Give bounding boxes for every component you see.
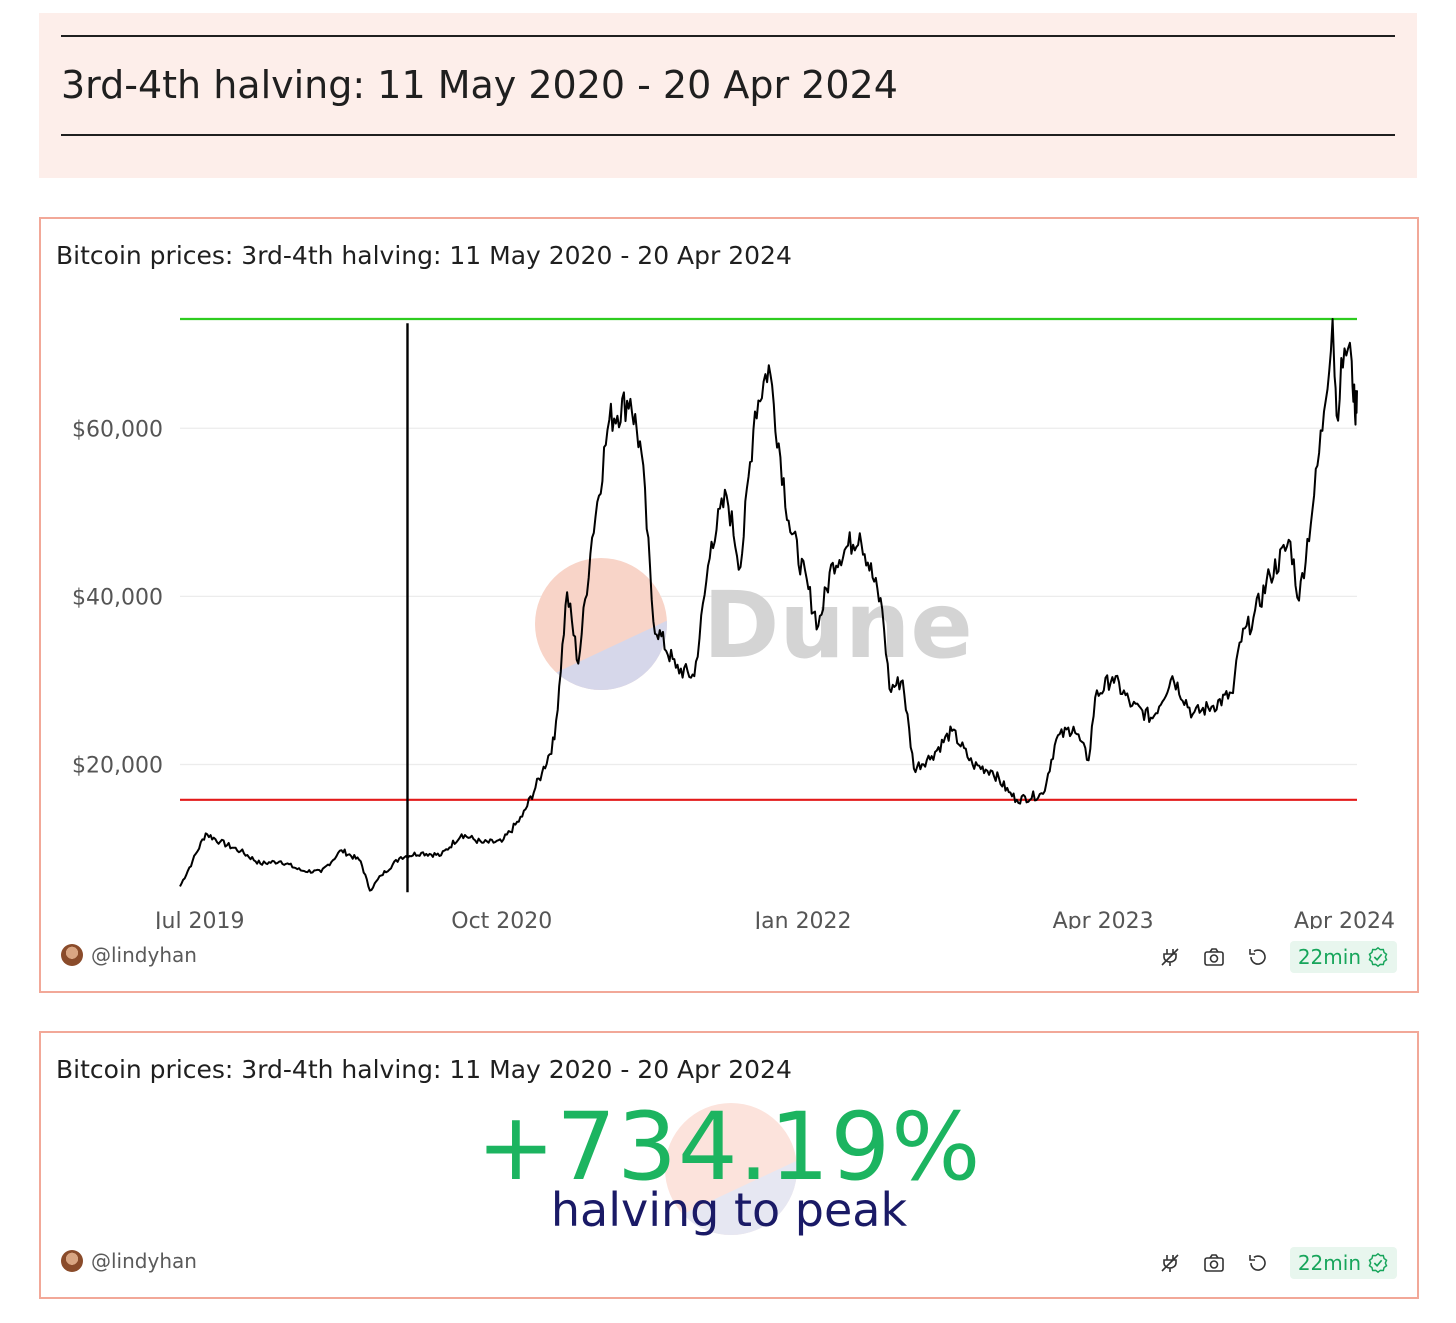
header-top-rule (61, 35, 1395, 37)
counter-subtitle: halving to peak (550, 1183, 908, 1237)
camera-icon[interactable] (1202, 945, 1226, 969)
counter-card-actions: 22min (1158, 1247, 1397, 1279)
counter-title: Bitcoin prices: 3rd-4th halving: 11 May … (56, 1055, 792, 1084)
x-tick-label: Apr 2023 (1053, 909, 1154, 929)
refresh-badge[interactable]: 22min (1289, 1247, 1397, 1279)
refresh-time: 22min (1297, 945, 1361, 969)
avatar (61, 944, 83, 966)
avatar (61, 1250, 83, 1272)
refresh-icon[interactable] (1246, 1251, 1270, 1275)
counter-author[interactable]: @lindyhan (61, 1249, 197, 1273)
chart-gridlines (180, 427, 1357, 766)
page-title: 3rd-4th halving: 11 May 2020 - 20 Apr 20… (61, 63, 898, 107)
chart-title: Bitcoin prices: 3rd-4th halving: 11 May … (56, 241, 792, 270)
x-tick-label: Jul 2019 (153, 909, 245, 929)
header-bottom-rule (61, 134, 1395, 136)
author-handle: @lindyhan (91, 943, 197, 967)
x-tick-label: Apr 2024 (1294, 909, 1395, 929)
fork-icon[interactable] (1158, 1251, 1182, 1275)
verified-icon (1368, 1252, 1388, 1274)
verified-icon (1368, 946, 1388, 968)
header-banner: 3rd-4th halving: 11 May 2020 - 20 Apr 20… (39, 13, 1417, 178)
price-line (179, 318, 1358, 892)
counter-value: +734.19% (476, 1093, 982, 1202)
counter-watermark-logo-icon (665, 1103, 797, 1235)
y-axis-ticks: $20,000 $40,000 $60,000 (72, 417, 163, 778)
author-handle: @lindyhan (91, 1249, 197, 1273)
price-series (179, 318, 1358, 892)
watermark-text: Dune (703, 572, 973, 679)
chart-card-actions: 22min (1158, 941, 1397, 973)
fork-icon[interactable] (1158, 945, 1182, 969)
camera-icon[interactable] (1202, 1251, 1226, 1275)
refresh-icon[interactable] (1246, 945, 1270, 969)
x-axis-ticks: Jul 2019 Oct 2020 Jan 2022 Apr 2023 Apr 2024 (153, 909, 1395, 929)
y-tick-label: $40,000 (72, 585, 163, 610)
x-tick-label: Oct 2020 (451, 909, 552, 929)
chart-card: Bitcoin prices: 3rd-4th halving: 11 May … (39, 217, 1419, 993)
y-tick-label: $20,000 (72, 754, 163, 779)
refresh-time: 22min (1297, 1251, 1361, 1275)
x-tick-label: Jan 2022 (753, 909, 852, 929)
reference-lines (180, 317, 1357, 801)
chart-author[interactable]: @lindyhan (61, 943, 197, 967)
counter-card: Bitcoin prices: 3rd-4th halving: 11 May … (39, 1031, 1419, 1299)
price-chart: Dune $20,000 $40,000 $60,000 Jul 2019 Oct 2… (72, 317, 1395, 929)
refresh-badge[interactable]: 22min (1289, 941, 1397, 973)
y-tick-label: $60,000 (72, 417, 163, 442)
